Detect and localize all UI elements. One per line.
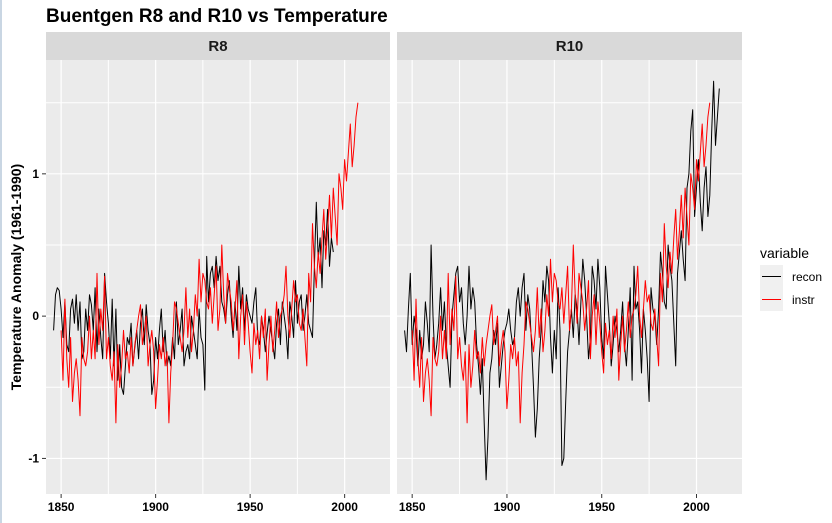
y-axis-label: Temperature Anomaly (1961-1990) <box>8 164 24 390</box>
facet-panel-r8: R8 1850 1900 1950 2000 -1 0 1 <box>28 32 390 514</box>
legend-label-instr: instr <box>792 293 815 307</box>
legend-title: variable <box>760 245 809 261</box>
facet-panels: R8 1850 1900 1950 2000 -1 0 1 R10 1850 1900 1950 200… <box>28 32 742 514</box>
window-edge <box>0 0 2 523</box>
series-line-instr <box>411 102 711 424</box>
x-tick-label: 1850 <box>399 500 426 514</box>
series-line-instr <box>60 102 359 424</box>
chart-title: Buentgen R8 and R10 vs Temperature <box>46 6 388 27</box>
x-tick-label: 1950 <box>237 500 264 514</box>
facet-strip <box>397 32 742 60</box>
x-tick-label: 2000 <box>331 500 358 514</box>
x-tick-label: 2000 <box>683 500 710 514</box>
facet-strip-label: R8 <box>208 38 227 55</box>
legend: variable recon instr <box>760 245 822 311</box>
y-tick-label: 1 <box>32 167 39 181</box>
x-tick-label: 1850 <box>48 500 75 514</box>
facet-strip-label: R10 <box>556 38 584 55</box>
legend-label-recon: recon <box>792 270 822 284</box>
y-tick-label: -1 <box>28 451 39 465</box>
series-line-recon <box>404 80 720 481</box>
x-tick-label: 1950 <box>588 500 615 514</box>
facet-strip <box>46 32 390 60</box>
x-tick-label: 1900 <box>494 500 521 514</box>
y-tick-label: 0 <box>32 309 39 323</box>
facet-panel-r10: R10 1850 1900 1950 2000 <box>397 32 742 514</box>
x-tick-label: 1900 <box>142 500 169 514</box>
